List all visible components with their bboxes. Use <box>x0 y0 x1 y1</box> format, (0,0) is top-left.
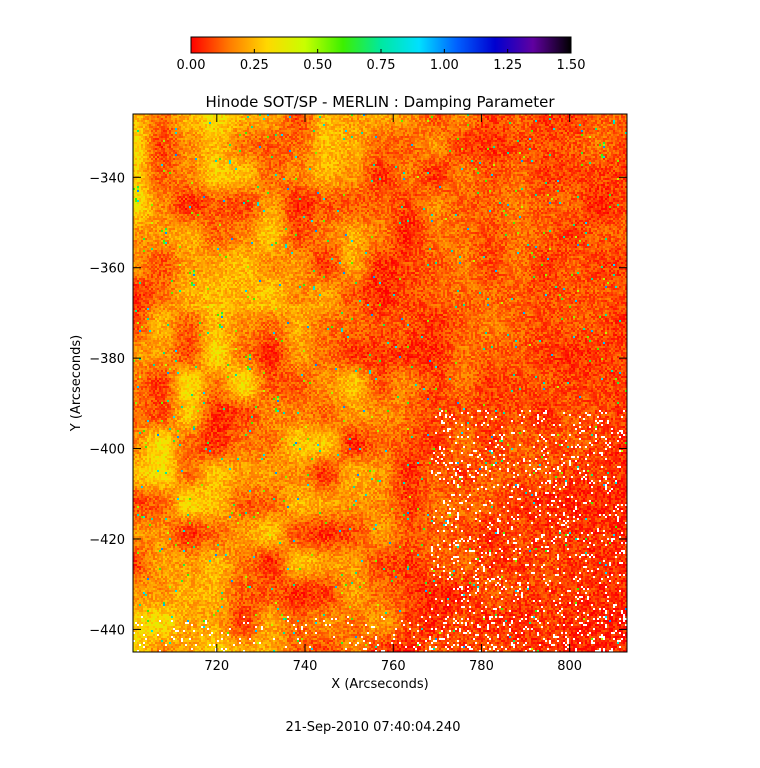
colorbar-tick-label: 0.00 <box>177 58 206 73</box>
heatmap-canvas <box>133 114 627 652</box>
y-tick-label: −380 <box>89 352 125 367</box>
timestamp: 21-Sep-2010 07:40:04.240 <box>286 720 461 735</box>
plot-frame <box>132 113 628 653</box>
colorbar-tick-label: 1.00 <box>430 58 459 73</box>
colorbar-tick-label: 0.25 <box>240 58 269 73</box>
x-tick-label: 740 <box>293 659 318 674</box>
x-tick-label: 780 <box>469 659 494 674</box>
y-axis-label: Y (Arcseconds) <box>69 335 84 432</box>
colorbar-tick-label: 0.75 <box>367 58 396 73</box>
colorbar-tick-label: 1.25 <box>493 58 522 73</box>
y-tick-label: −360 <box>89 262 125 277</box>
x-tick-label: 720 <box>204 659 229 674</box>
y-tick-label: −340 <box>89 171 125 186</box>
colorbar-ticks: 0.00 0.25 0.50 0.75 1.00 1.25 1.50 <box>177 49 586 73</box>
colorbar: 0.00 0.25 0.50 0.75 1.00 1.25 1.50 <box>177 36 586 73</box>
x-axis-ticks: 720 740 760 780 800 <box>204 114 582 674</box>
x-tick-label: 760 <box>381 659 406 674</box>
colorbar-tick-label: 1.50 <box>557 58 586 73</box>
heatmap-image <box>133 114 627 652</box>
x-axis-label: X (Arcseconds) <box>331 677 428 692</box>
chart-title: Hinode SOT/SP - MERLIN : Damping Paramet… <box>205 93 555 111</box>
x-tick-label: 800 <box>557 659 582 674</box>
colorbar-tick-label: 0.50 <box>303 58 332 73</box>
y-tick-label: −420 <box>89 533 125 548</box>
y-tick-label: −440 <box>89 623 125 638</box>
y-tick-label: −400 <box>89 443 125 458</box>
y-axis-ticks: −340 −360 −380 −400 −420 −440 <box>89 171 627 638</box>
